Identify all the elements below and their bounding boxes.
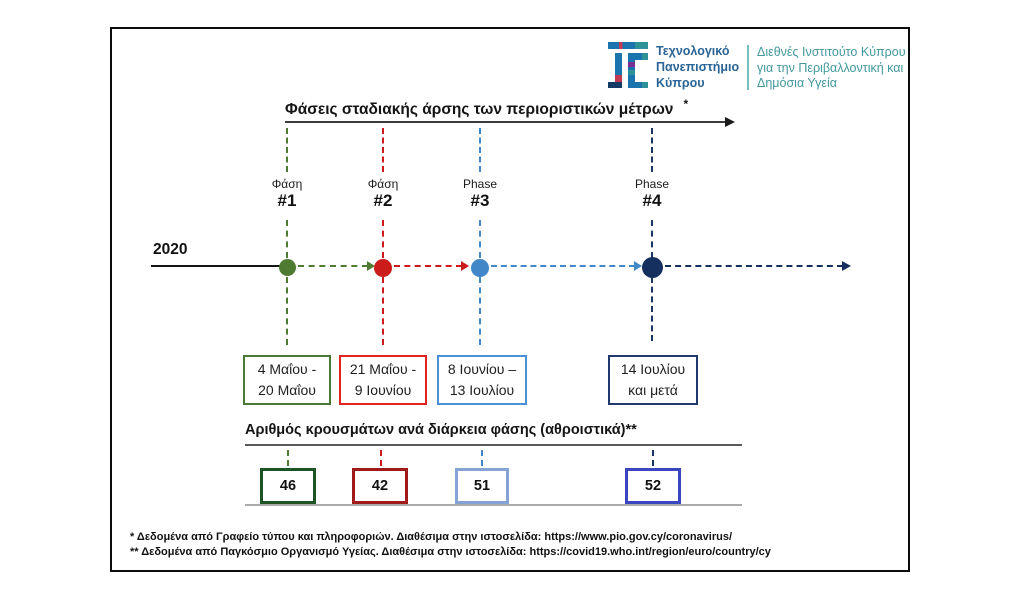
phase1-date-line: 4 Μαΐου - [257, 361, 317, 377]
timeline-segment-phase3 [491, 265, 635, 267]
phase3-date-line: 8 Ιουνίου – [447, 361, 517, 377]
phase3-dash-mid [479, 220, 481, 258]
phases-axis-line [285, 121, 725, 123]
phase2-date-box: 21 Μαΐου - 9 Ιουνίου [339, 355, 427, 405]
cases4-dash [652, 450, 654, 466]
phases-axis-arrowhead-icon [725, 117, 735, 127]
phase1-milestone-dot [279, 259, 296, 276]
phase1-date-box: 4 Μαΐου - 20 Μαΐου [243, 355, 331, 405]
phase3-label: Phase [462, 177, 498, 191]
phase1-date-line: 20 Μαΐου [258, 382, 316, 398]
cases-section-rule-top [245, 444, 742, 446]
timeline-arrowhead-green-icon [367, 261, 375, 271]
footnote-2: ** Δεδομένα από Παγκόσμιο Οργανισμό Υγεί… [130, 546, 771, 558]
phase4-cases-box: 52 [625, 468, 681, 504]
cases1-dash [287, 450, 289, 466]
phase4-dash-top [651, 128, 653, 172]
phase1-dash-bottom [286, 277, 288, 345]
footnote-marker: * [683, 97, 689, 111]
logo-separator-line [747, 45, 749, 90]
phase2-label: Φάση [367, 177, 399, 191]
phase3-dash-bottom [479, 277, 481, 345]
phases-section-title-text: Φάσεις σταδιακής άρσης των περιοριστικών… [285, 101, 674, 119]
phase1-label: Φάση [271, 177, 303, 191]
phase1-dash-mid [286, 220, 288, 258]
phase1-number: #1 [277, 191, 297, 210]
phase4-date-box: 14 Ιουλίου και μετά [608, 355, 698, 405]
phase2-dash-mid [382, 220, 384, 258]
phase3-milestone-dot [471, 259, 489, 277]
university-logo-icon [608, 42, 648, 88]
cases2-dash [380, 450, 382, 466]
timeline-solid-line [151, 265, 288, 267]
phase3-date-line: 13 Ιουλίου [449, 382, 515, 398]
phase1-cases-box: 46 [260, 468, 316, 504]
timeline-segment-phase1 [298, 265, 368, 267]
phases-section-title: Φάσεις σταδιακής άρσης των περιοριστικών… [285, 97, 688, 119]
phase4-date-line: και μετά [628, 382, 678, 398]
cases3-dash [481, 450, 483, 466]
phase2-dash-top [382, 128, 384, 172]
university-name-line: Κύπρου [656, 76, 705, 90]
institute-name: Διεθνές Ινστιτούτο Κύπρου για την Περιβα… [757, 45, 906, 92]
institute-name-line: για την Περιβαλλοντική και [757, 60, 904, 75]
phase4-date-line: 14 Ιουλίου [620, 361, 686, 377]
university-name-line: Πανεπιστήμιο [656, 60, 740, 74]
university-name: Τεχνολογικό Πανεπιστήμιο Κύπρου [656, 43, 739, 91]
footnote-1: * Δεδομένα από Γραφείο τύπου και πληροφο… [130, 531, 733, 543]
cases-section-title: Αριθμός κρουσμάτων ανά διάρκεια φάσης (α… [245, 422, 637, 438]
phase4-number: #4 [642, 191, 662, 210]
timeline-segment-phase2 [394, 265, 462, 267]
phase3-dash-top [479, 128, 481, 172]
phase3-date-box: 8 Ιουνίου – 13 Ιουλίου [437, 355, 527, 405]
timeline-year-label: 2020 [153, 241, 188, 258]
university-name-line: Τεχνολογικό [656, 44, 730, 58]
phase4-dash-bottom [651, 277, 653, 341]
phase2-date-line: 9 Ιουνίου [354, 382, 412, 398]
phase2-dash-bottom [382, 277, 384, 345]
phase2-cases-box: 42 [352, 468, 408, 504]
timeline-arrowhead-navy-icon [842, 261, 851, 271]
cases-section-rule-bottom [245, 504, 742, 506]
footnotes: * Δεδομένα από Γραφείο τύπου και πληροφο… [130, 530, 771, 560]
timeline-arrowhead-red-icon [461, 261, 469, 271]
phase2-milestone-dot [374, 259, 392, 277]
phase3-cases-box: 51 [455, 468, 509, 504]
phase2-date-line: 21 Μαΐου - [349, 361, 417, 377]
institute-name-line: Διεθνές Ινστιτούτο Κύπρου [757, 45, 906, 59]
diagram-border-frame [110, 27, 910, 572]
phase4-label: Phase [634, 177, 670, 191]
phase1-dash-top [286, 128, 288, 172]
phase4-milestone-dot [642, 257, 663, 278]
institute-name-line: Δημόσια Υγεία [757, 76, 837, 90]
phase4-dash-mid [651, 220, 653, 258]
timeline-arrowhead-blue-icon [634, 261, 642, 271]
phase2-number: #2 [373, 191, 393, 210]
phase3-number: #3 [470, 191, 490, 210]
timeline-segment-phase4 [665, 265, 843, 267]
